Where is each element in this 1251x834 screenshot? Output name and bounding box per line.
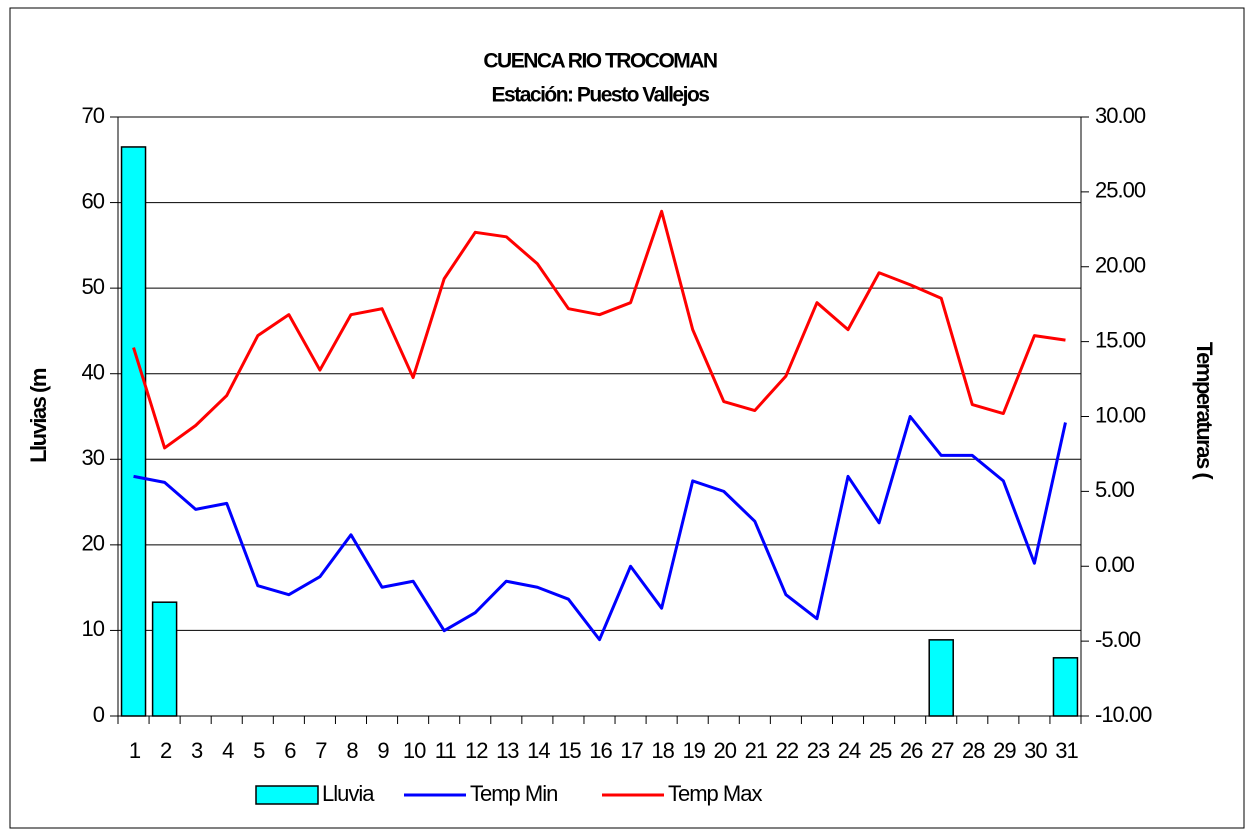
y-axis-label: Lluvias (m bbox=[26, 368, 51, 463]
x-tick-label: 11 bbox=[435, 738, 457, 763]
x-tick-label: 2 bbox=[160, 738, 172, 763]
chart-subtitle: Estación: Puesto Vallejos bbox=[492, 84, 710, 107]
y-tick-label: 20 bbox=[82, 531, 105, 556]
x-tick-label: 24 bbox=[838, 738, 861, 763]
line-series bbox=[132, 209, 1066, 450]
bar bbox=[1052, 657, 1079, 717]
legend-swatch bbox=[255, 785, 319, 805]
x-tick-label: 5 bbox=[253, 738, 265, 763]
x-tick-label: 16 bbox=[589, 738, 612, 763]
line-series bbox=[133, 415, 1067, 642]
x-tick-label: 20 bbox=[714, 738, 737, 763]
y-tick-label: 60 bbox=[82, 188, 105, 213]
y2-tick-label: 15.00 bbox=[1095, 327, 1146, 352]
x-tick-label: 3 bbox=[191, 738, 203, 763]
x-tick-label: 26 bbox=[900, 738, 923, 763]
y-tick-label: 0 bbox=[93, 702, 105, 727]
x-tick-label: 23 bbox=[807, 738, 830, 763]
x-tick-label: 12 bbox=[465, 738, 488, 763]
y-tick-label: 30 bbox=[82, 445, 105, 470]
y2-tick-label: 5.00 bbox=[1095, 477, 1135, 502]
y-tick-label: 10 bbox=[82, 616, 105, 641]
x-tick-label: 18 bbox=[651, 738, 674, 763]
y-tick-label: 70 bbox=[82, 103, 105, 128]
x-tick-label: 31 bbox=[1055, 738, 1078, 763]
x-tick-label: 27 bbox=[931, 738, 954, 763]
y2-tick-label: -10.00 bbox=[1095, 702, 1152, 727]
chart-title: CUENCA RIO TROCOMAN bbox=[483, 50, 717, 73]
bar bbox=[120, 146, 147, 717]
x-tick-label: 4 bbox=[222, 738, 234, 763]
x-tick-label: 25 bbox=[869, 738, 892, 763]
bar bbox=[928, 639, 954, 717]
y2-axis-label: Temperaturas ( bbox=[1192, 342, 1217, 480]
x-tick-label: 21 bbox=[745, 738, 768, 763]
x-tick-label: 28 bbox=[962, 738, 985, 763]
x-tick-label: 6 bbox=[284, 738, 296, 763]
x-tick-label: 17 bbox=[620, 738, 643, 763]
x-tick-label: 14 bbox=[527, 738, 550, 763]
x-tick-label: 30 bbox=[1024, 738, 1047, 763]
y2-tick-label: 25.00 bbox=[1095, 178, 1146, 203]
x-tick-label: 1 bbox=[129, 738, 141, 763]
chart-frame bbox=[9, 7, 1245, 829]
x-tick-label: 19 bbox=[682, 738, 705, 763]
x-tick-label: 9 bbox=[377, 738, 389, 763]
legend-label: Temp Min bbox=[470, 781, 557, 806]
bar bbox=[151, 601, 178, 717]
x-tick-label: 22 bbox=[776, 738, 799, 763]
y-tick-label: 40 bbox=[82, 360, 105, 385]
y-tick-label: 50 bbox=[82, 274, 105, 299]
x-tick-label: 29 bbox=[993, 738, 1016, 763]
x-tick-label: 8 bbox=[346, 738, 358, 763]
x-tick-label: 15 bbox=[558, 738, 581, 763]
legend-label: Temp Max bbox=[668, 781, 762, 806]
x-tick-label: 13 bbox=[496, 738, 519, 763]
y2-tick-label: -5.00 bbox=[1095, 627, 1141, 652]
legend-label: Lluvia bbox=[322, 781, 375, 806]
y2-tick-label: 10.00 bbox=[1095, 402, 1146, 427]
y2-tick-label: 20.00 bbox=[1095, 253, 1146, 278]
y2-tick-label: 0.00 bbox=[1095, 552, 1135, 577]
x-tick-label: 7 bbox=[315, 738, 327, 763]
y2-tick-label: 30.00 bbox=[1095, 103, 1146, 128]
x-tick-label: 10 bbox=[403, 738, 426, 763]
